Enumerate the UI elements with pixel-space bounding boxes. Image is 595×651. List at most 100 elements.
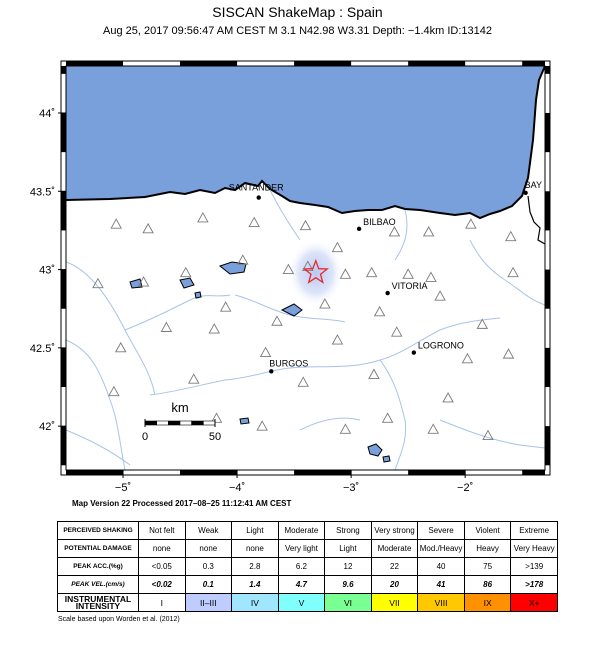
frame-segment xyxy=(61,426,66,466)
shakemap: SANTANDER BILBAO BAY VITORIA LOGRONO BURGOS km… xyxy=(30,60,551,494)
lat-tick-label: 43˚ xyxy=(39,265,55,277)
scale-segment xyxy=(168,420,181,426)
frame-segment xyxy=(545,112,550,153)
station-marker xyxy=(187,373,200,384)
legend-cell: VIII xyxy=(417,593,465,612)
legend-cell: 6.2 xyxy=(277,557,326,576)
legend-cell: Severe xyxy=(417,521,465,540)
reservoir-1 xyxy=(179,277,195,289)
station-marker xyxy=(248,216,260,228)
city-label: BURGOS xyxy=(269,358,308,368)
station-marker xyxy=(142,222,154,234)
shaking-area xyxy=(287,238,344,307)
legend-cell: Light xyxy=(324,539,372,558)
legend-row-header: PEAK VEL.(cm/s) xyxy=(57,575,139,594)
frame-segment xyxy=(61,66,66,74)
legend-row-vel: PEAK VEL.(cm/s) <0.02 0.1 1.4 4.7 9.6 20 41 86 >1… xyxy=(57,575,558,594)
city-label: LOGRONO xyxy=(418,341,464,351)
station-marker xyxy=(197,211,209,223)
legend-cell: Mod./Heavy xyxy=(417,539,465,558)
scale-segment xyxy=(156,420,169,426)
legend-cell: 41 xyxy=(417,575,465,594)
river-5 xyxy=(379,359,407,471)
station-marker xyxy=(282,263,295,275)
legend-cell: <0.05 xyxy=(138,557,186,576)
legend-cell: none xyxy=(231,539,279,558)
legend-row-header: PEAK ACC.(%g) xyxy=(57,557,139,576)
station-marker xyxy=(110,218,122,229)
frame-segment xyxy=(522,61,545,66)
map-title: SISCAN ShakeMap : Spain xyxy=(212,4,383,20)
station-marker xyxy=(302,260,314,271)
map-version: Map Version 22 Processed 2017–08–25 11:1… xyxy=(72,499,292,508)
event-info: Aug 25, 2017 09:56:47 AM CEST M 3.1 N42.… xyxy=(102,25,492,37)
legend-cell: 9.6 xyxy=(324,575,372,594)
legend-cell: V xyxy=(277,593,326,612)
station-marker xyxy=(365,266,378,278)
legend-cell: 1.4 xyxy=(231,575,279,594)
legend-row-intensity: INSTRUMENTAL INTENSITY I II–III IV V VI VII VII… xyxy=(57,593,558,612)
legend-cell: IX xyxy=(463,593,512,612)
scale-footnote: Scale based upon Worden et al. (2012) xyxy=(58,616,180,623)
reservoir-4 xyxy=(367,443,383,457)
frame-segment xyxy=(294,61,352,66)
river-9 xyxy=(469,239,546,306)
station-marker xyxy=(271,315,283,326)
city-dot xyxy=(523,190,528,196)
station-marker xyxy=(331,241,344,253)
station-marker xyxy=(319,298,331,309)
intensity-legend-table: PERCEIVED SHAKING Not felt Weak Light Modera… xyxy=(57,521,558,612)
station-marker xyxy=(461,352,474,364)
station-marker xyxy=(502,348,515,359)
scale-label-start: 0 xyxy=(142,431,148,443)
legend-cell: Very strong xyxy=(370,521,419,540)
legend-cell: 40 xyxy=(417,557,465,576)
river-2 xyxy=(65,339,126,471)
legend-cell: none xyxy=(184,539,233,558)
legend-cell: >139 xyxy=(510,557,558,576)
frame-segment xyxy=(66,470,124,475)
coastline xyxy=(65,65,546,220)
legend-cell: Light xyxy=(231,521,279,540)
legend-cell: Strong xyxy=(324,521,372,540)
station-marker xyxy=(339,423,352,434)
station-marker xyxy=(108,385,120,397)
legend-cell: 75 xyxy=(463,557,512,576)
station-marker xyxy=(92,277,104,289)
city-dot xyxy=(269,369,274,374)
reservoir-3 xyxy=(280,303,303,317)
lat-tick-label: 42.5˚ xyxy=(30,343,55,355)
legend-cell: I xyxy=(138,593,186,612)
station-marker xyxy=(388,226,401,237)
station-marker xyxy=(402,268,414,279)
station-marker xyxy=(390,326,403,337)
frame-segment xyxy=(545,347,550,388)
station-marker xyxy=(299,219,312,231)
frame-segment xyxy=(408,470,466,475)
city-dot xyxy=(256,195,261,200)
scale-segment xyxy=(191,420,204,426)
legend-cell: VI xyxy=(324,593,372,612)
legend-cell: 0.1 xyxy=(184,575,233,594)
lon-tick-label: −4˚ xyxy=(229,482,245,494)
river-4 xyxy=(234,294,346,323)
city-dot xyxy=(356,226,362,232)
lat-tick-label: 44˚ xyxy=(39,108,55,120)
lon-tick-label: −5˚ xyxy=(115,482,131,494)
legend-cell: VII xyxy=(370,593,419,612)
station-marker xyxy=(137,276,150,287)
reservoir-7 xyxy=(194,291,202,299)
station-marker xyxy=(339,268,352,279)
river-7 xyxy=(269,189,301,241)
scale-bar: km 0 50 xyxy=(142,400,221,443)
scale-label-end: 50 xyxy=(209,431,221,443)
legend-cell: Moderate xyxy=(370,539,419,558)
scale-segment xyxy=(144,420,157,426)
legend-cell: II–III xyxy=(184,593,233,612)
station-marker xyxy=(507,266,519,278)
river-0 xyxy=(65,261,156,396)
station-marker xyxy=(160,321,173,332)
legend-cell: >178 xyxy=(510,575,558,594)
frame-segment xyxy=(61,269,66,309)
station-marker xyxy=(482,429,494,441)
